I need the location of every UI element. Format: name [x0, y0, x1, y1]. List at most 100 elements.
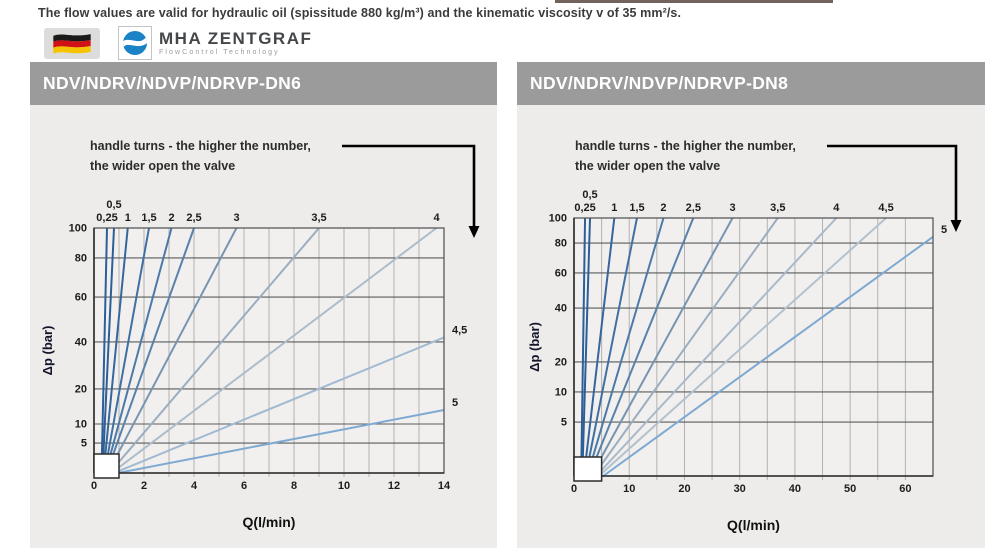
annotation-arrow-line	[827, 144, 958, 221]
page-edge-sliver	[555, 0, 833, 3]
y-tick-label: 80	[75, 252, 87, 264]
x-tick-label: 8	[291, 480, 297, 492]
flow-validity-note: The flow values are valid for hydraulic …	[38, 6, 682, 20]
curve-line-2	[586, 217, 665, 477]
brand-tagline: FlowControl Technology	[159, 49, 280, 56]
curve-line-3	[106, 227, 238, 474]
panel-dn8: NDV/NDRV/NDVP/NDRVP-DN8 100 80 60 40 20 10 5 0 1…	[517, 62, 985, 548]
curve-label-1,5: 1,5	[629, 202, 644, 214]
x-tick-label: 6	[241, 480, 247, 492]
curve-line-2,5	[105, 227, 195, 474]
curve-label-0,25: 0,25	[574, 202, 595, 214]
curve-label-5: 5	[452, 397, 458, 409]
x-tick-label: 12	[388, 480, 400, 492]
x-tick-label: 10	[623, 483, 635, 495]
x-tick-label: 4	[191, 480, 198, 492]
x-tick-label: 0	[571, 483, 577, 495]
y-axis-title: Δp (bar)	[527, 322, 542, 372]
logo-row: MHA ZENTGRAF FlowControl Technology	[44, 26, 312, 60]
curve-line-1,5	[584, 217, 638, 477]
curve-line-4,5	[113, 336, 445, 474]
curve-line-3	[590, 217, 734, 477]
curve-line-3,5	[592, 217, 779, 477]
curve-line-1,5	[103, 227, 150, 474]
x-axis-title: Q(l/min)	[727, 517, 780, 533]
curve-label-2: 2	[660, 202, 666, 214]
x-tick-label: 10	[338, 480, 350, 492]
brand-name: MHA ZENTGRAF	[159, 29, 313, 48]
y-tick-label: 20	[75, 383, 87, 395]
german-flag-icon	[44, 27, 100, 59]
curve-line-4	[110, 227, 438, 474]
y-axis-title: Δp (bar)	[40, 326, 55, 376]
y-tick-label: 40	[75, 336, 87, 348]
x-tick-label: 30	[734, 483, 746, 495]
y-tick-label: 10	[75, 419, 87, 431]
y-tick-label: 20	[555, 356, 567, 368]
curve-label-3: 3	[729, 202, 735, 214]
mha-zentgraf-logo: MHA ZENTGRAF FlowControl Technology	[118, 26, 312, 60]
plot-area	[574, 218, 933, 476]
curve-label-0,5: 0,5	[106, 199, 121, 211]
curve-label-1: 1	[611, 202, 617, 214]
y-tick-label: 60	[75, 292, 87, 304]
curve-label-4,5: 4,5	[878, 202, 893, 214]
origin-box	[573, 456, 603, 482]
y-tick-label: 5	[81, 438, 87, 450]
curve-line-0,5	[101, 227, 115, 474]
y-tick-label: 5	[561, 417, 567, 429]
curve-label-4: 4	[833, 202, 840, 214]
curve-line-0,5	[581, 217, 592, 477]
panel-dn8-title: NDV/NDRV/NDVP/NDRVP-DN8	[517, 62, 985, 105]
annotation-line1: handle turns - the higher the number,	[90, 139, 311, 153]
annotation-arrowhead-icon	[950, 220, 962, 232]
curve-label-4,5: 4,5	[452, 324, 467, 336]
annotation-arrowhead-icon	[468, 226, 480, 238]
annotation-line2: the wider open the valve	[90, 159, 235, 173]
x-tick-label: 40	[789, 483, 801, 495]
y-tick-label: 80	[555, 238, 567, 250]
annotation-line1: handle turns - the higher the number,	[575, 139, 796, 153]
curve-label-2,5: 2,5	[186, 212, 201, 224]
curve-line-2	[104, 227, 173, 474]
curve-label-0,5: 0,5	[582, 189, 597, 201]
x-tick-label: 50	[844, 483, 856, 495]
y-tick-label: 60	[555, 267, 567, 279]
panel-dn6: NDV/NDRV/NDVP/NDRVP-DN6 100 80 60 40 20 10 5 0 2…	[30, 62, 497, 548]
curve-label-1: 1	[125, 212, 131, 224]
y-tick-label: 100	[549, 213, 567, 225]
annotation-arrow-line	[342, 144, 476, 227]
curve-line-4,5	[598, 217, 887, 477]
y-tick-label: 40	[555, 303, 567, 315]
curve-line-3,5	[108, 227, 320, 474]
x-tick-label: 2	[141, 480, 147, 492]
curve-line-4	[595, 217, 838, 477]
y-tick-label: 100	[69, 223, 87, 235]
curve-label-3,5: 3,5	[311, 212, 326, 224]
curve-label-5: 5	[941, 224, 947, 236]
curve-label-0,25: 0,25	[96, 212, 117, 224]
curve-label-2,5: 2,5	[686, 202, 701, 214]
mha-zentgraf-logo-icon	[118, 26, 152, 60]
curve-line-0,25	[100, 227, 108, 474]
curve-line-1	[582, 217, 616, 477]
curve-line-5	[602, 235, 934, 477]
x-tick-label: 60	[899, 483, 911, 495]
curve-label-1,5: 1,5	[141, 212, 156, 224]
panel-dn6-title: NDV/NDRV/NDVP/NDRVP-DN6	[30, 62, 497, 105]
curve-label-3,5: 3,5	[770, 202, 785, 214]
x-tick-label: 20	[678, 483, 690, 495]
origin-box	[93, 453, 120, 479]
german-flag-graphic	[53, 34, 91, 54]
curve-label-2: 2	[168, 212, 174, 224]
curve-label-3: 3	[233, 212, 239, 224]
x-tick-label: 0	[91, 480, 97, 492]
x-tick-label: 14	[438, 480, 451, 492]
curve-line-1	[102, 227, 129, 474]
y-tick-label: 10	[555, 386, 567, 398]
curve-line-5	[117, 409, 445, 474]
annotation-line2: the wider open the valve	[575, 159, 720, 173]
x-axis-title: Q(l/min)	[243, 514, 296, 530]
curve-line-0,25	[580, 217, 587, 477]
